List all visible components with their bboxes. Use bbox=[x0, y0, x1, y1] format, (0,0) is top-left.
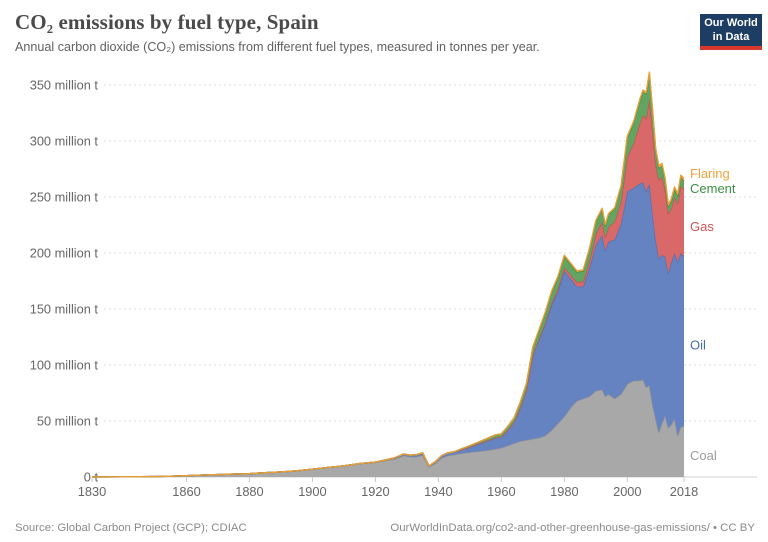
y-tick-label: 100 million t bbox=[30, 358, 99, 373]
x-tick-label: 2018 bbox=[670, 484, 698, 499]
y-tick-label: 50 million t bbox=[37, 414, 99, 429]
x-tick-label: 1900 bbox=[298, 484, 326, 499]
x-tick-label: 1880 bbox=[235, 484, 263, 499]
series-label-coal: Coal bbox=[690, 448, 717, 463]
area-band-coal bbox=[92, 379, 684, 477]
plot-area[interactable] bbox=[91, 71, 685, 478]
area-top-line-flaring bbox=[91, 71, 685, 478]
chart-title: CO₂ emissions by fuel type, Spain bbox=[15, 10, 319, 34]
owid-logo[interactable]: Our World in Data bbox=[700, 14, 762, 50]
y-tick-label: 0 t bbox=[84, 470, 99, 485]
x-tick-label: 1980 bbox=[550, 484, 578, 499]
source-note: Source: Global Carbon Project (GCP); CDI… bbox=[15, 522, 247, 534]
series-label-cement: Cement bbox=[690, 181, 736, 196]
series-label-gas: Gas bbox=[690, 219, 714, 234]
owid-logo-line2: in Data bbox=[712, 31, 750, 43]
y-tick-label: 250 million t bbox=[30, 190, 99, 205]
x-tick-label: 1860 bbox=[172, 484, 200, 499]
x-tick-label: 1960 bbox=[487, 484, 515, 499]
x-tick-label: 2000 bbox=[613, 484, 641, 499]
x-tick-label: 1830 bbox=[78, 484, 106, 499]
series-label-flaring: Flaring bbox=[690, 166, 730, 181]
y-tick-label: 350 million t bbox=[30, 78, 99, 93]
area-band-oil bbox=[92, 182, 684, 477]
x-tick-label: 1940 bbox=[424, 484, 452, 499]
y-tick-label: 150 million t bbox=[30, 302, 99, 317]
chart-subtitle: Annual carbon dioxide (CO₂) emissions fr… bbox=[15, 40, 540, 54]
y-tick-label: 200 million t bbox=[30, 246, 99, 261]
chart-footer: Source: Global Carbon Project (GCP); CDI… bbox=[0, 519, 768, 542]
x-tick-label: 1920 bbox=[361, 484, 389, 499]
series-label-oil: Oil bbox=[690, 337, 706, 352]
license-link[interactable]: OurWorldInData.org/co2-and-other-greenho… bbox=[390, 522, 755, 534]
owid-logo-line1: Our World bbox=[704, 17, 758, 29]
y-tick-label: 300 million t bbox=[30, 134, 99, 149]
